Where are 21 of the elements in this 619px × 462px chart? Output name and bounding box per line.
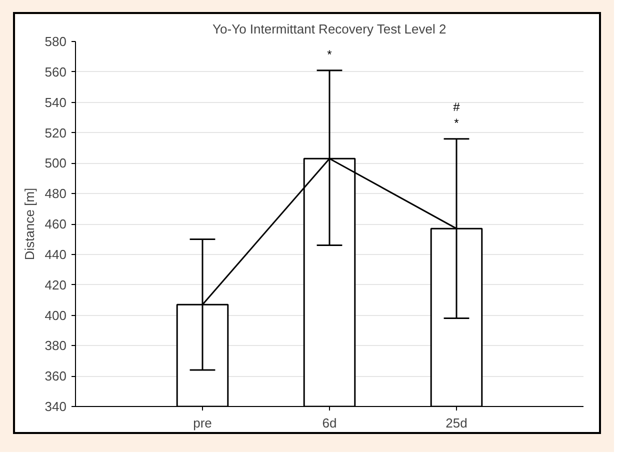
y-tick-label: 580	[44, 34, 67, 49]
annotation: #	[453, 100, 460, 114]
y-tick-label: 360	[44, 368, 67, 384]
chart-title: Yo-Yo Intermittant Recovery Test Level 2	[212, 22, 446, 36]
annotation: *	[454, 116, 460, 130]
y-tick-label: 540	[44, 94, 67, 110]
x-tick-label: 25d	[446, 416, 468, 430]
y-tick-label: 440	[44, 246, 67, 262]
y-tick-label: 400	[44, 308, 67, 323]
y-tick-label: 500	[44, 156, 67, 171]
y-tick-label: 520	[44, 125, 67, 140]
y-axis-title: Distance [m]	[22, 188, 37, 260]
y-tick-label: 460	[44, 216, 67, 232]
x-tick-label: pre	[193, 416, 212, 430]
y-tick-label: 480	[44, 186, 67, 202]
y-tick-label: 340	[44, 399, 67, 414]
annotation: *	[327, 47, 332, 62]
y-tick-label: 380	[44, 338, 67, 354]
x-tick-label: 6d	[322, 416, 337, 430]
y-tick-label: 420	[44, 277, 67, 292]
y-tick-label: 560	[44, 64, 67, 80]
